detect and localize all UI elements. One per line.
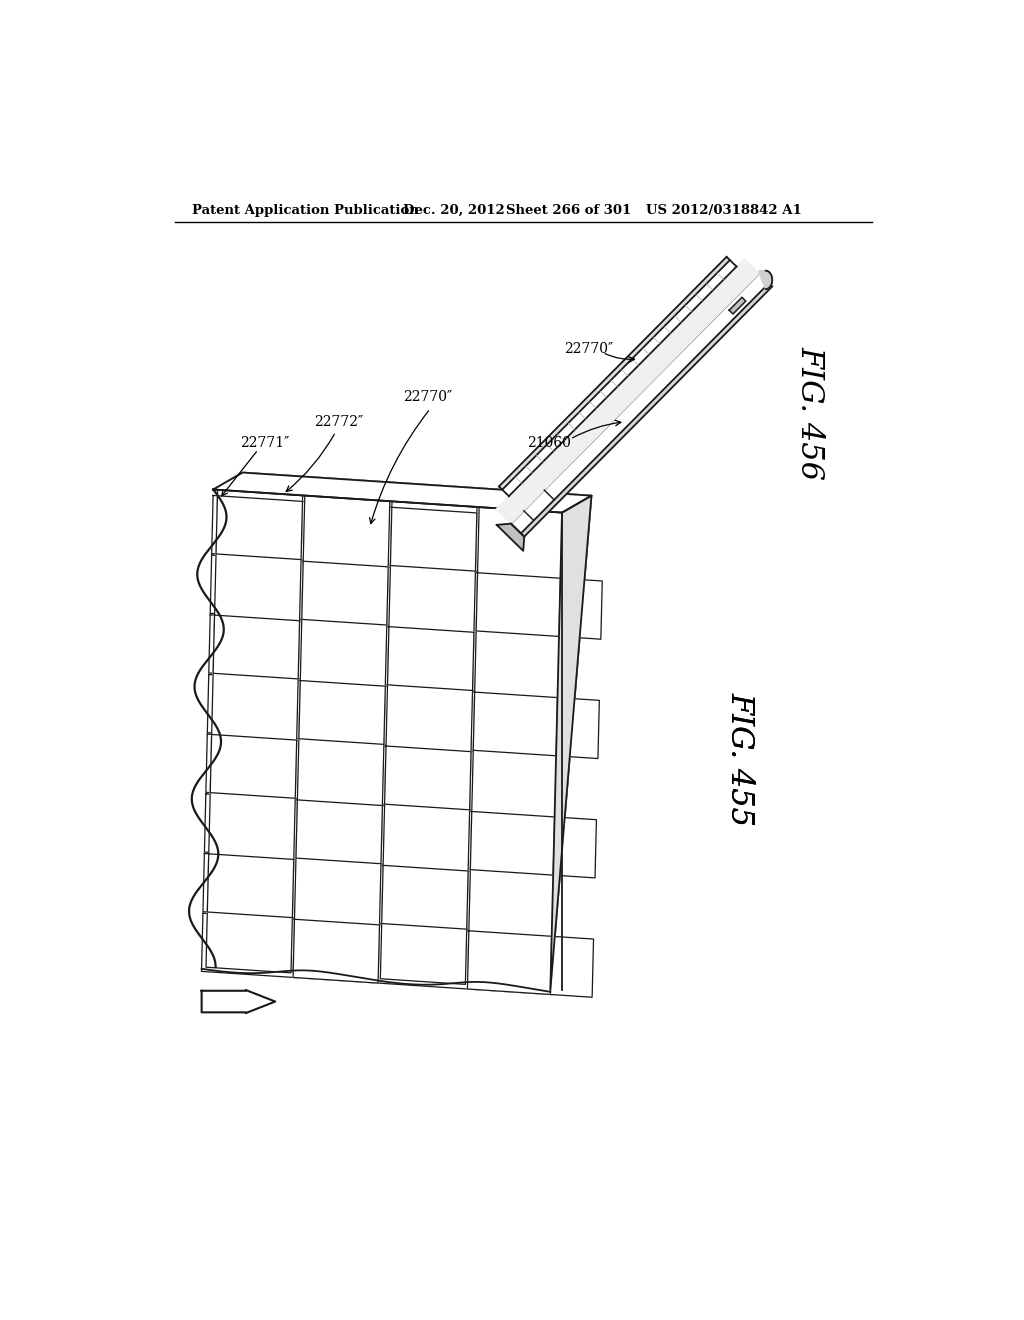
Text: Patent Application Publication: Patent Application Publication bbox=[191, 205, 418, 218]
Polygon shape bbox=[497, 524, 524, 550]
Polygon shape bbox=[499, 257, 730, 490]
Text: US 2012/0318842 A1: US 2012/0318842 A1 bbox=[646, 205, 802, 218]
Polygon shape bbox=[296, 800, 382, 863]
Polygon shape bbox=[207, 675, 557, 756]
Text: Sheet 266 of 301: Sheet 266 of 301 bbox=[506, 205, 632, 218]
Polygon shape bbox=[209, 615, 559, 696]
Polygon shape bbox=[302, 561, 388, 626]
Text: FIG. 455: FIG. 455 bbox=[725, 692, 756, 826]
Polygon shape bbox=[203, 854, 553, 935]
Polygon shape bbox=[213, 615, 300, 678]
Text: 22770″: 22770″ bbox=[403, 391, 453, 404]
Polygon shape bbox=[382, 866, 468, 929]
Text: 21060: 21060 bbox=[527, 436, 571, 450]
Polygon shape bbox=[390, 507, 477, 572]
Polygon shape bbox=[380, 502, 477, 985]
Polygon shape bbox=[496, 259, 759, 524]
Polygon shape bbox=[213, 473, 592, 512]
Polygon shape bbox=[206, 734, 556, 816]
Polygon shape bbox=[550, 496, 592, 990]
Polygon shape bbox=[210, 734, 297, 799]
Polygon shape bbox=[559, 578, 602, 639]
Polygon shape bbox=[202, 990, 275, 1014]
Polygon shape bbox=[556, 697, 599, 759]
Text: 22770″: 22770″ bbox=[564, 342, 613, 355]
Polygon shape bbox=[521, 284, 772, 537]
Text: 22772″: 22772″ bbox=[314, 414, 364, 429]
Text: 22771″: 22771″ bbox=[241, 437, 290, 450]
Polygon shape bbox=[210, 556, 560, 636]
Polygon shape bbox=[729, 297, 745, 314]
Text: Dec. 20, 2012: Dec. 20, 2012 bbox=[403, 205, 505, 218]
Polygon shape bbox=[470, 812, 557, 875]
Polygon shape bbox=[502, 260, 736, 496]
Polygon shape bbox=[385, 746, 471, 810]
Polygon shape bbox=[550, 496, 592, 990]
Polygon shape bbox=[476, 573, 562, 636]
Polygon shape bbox=[468, 507, 564, 990]
Polygon shape bbox=[189, 490, 562, 991]
Polygon shape bbox=[387, 627, 474, 690]
Polygon shape bbox=[553, 817, 596, 878]
Polygon shape bbox=[205, 793, 555, 875]
Polygon shape bbox=[216, 496, 302, 560]
Polygon shape bbox=[467, 931, 554, 995]
Polygon shape bbox=[202, 913, 552, 994]
Polygon shape bbox=[213, 473, 592, 512]
Polygon shape bbox=[299, 681, 385, 744]
Text: FIG. 456: FIG. 456 bbox=[795, 346, 825, 479]
Polygon shape bbox=[550, 936, 594, 997]
Polygon shape bbox=[473, 692, 560, 756]
Polygon shape bbox=[511, 273, 769, 533]
Polygon shape bbox=[206, 490, 303, 973]
Polygon shape bbox=[293, 495, 390, 978]
Polygon shape bbox=[293, 919, 380, 983]
Polygon shape bbox=[759, 271, 772, 289]
Polygon shape bbox=[207, 854, 294, 917]
Polygon shape bbox=[212, 495, 562, 577]
Text: FIG. 455: FIG. 455 bbox=[725, 692, 756, 826]
